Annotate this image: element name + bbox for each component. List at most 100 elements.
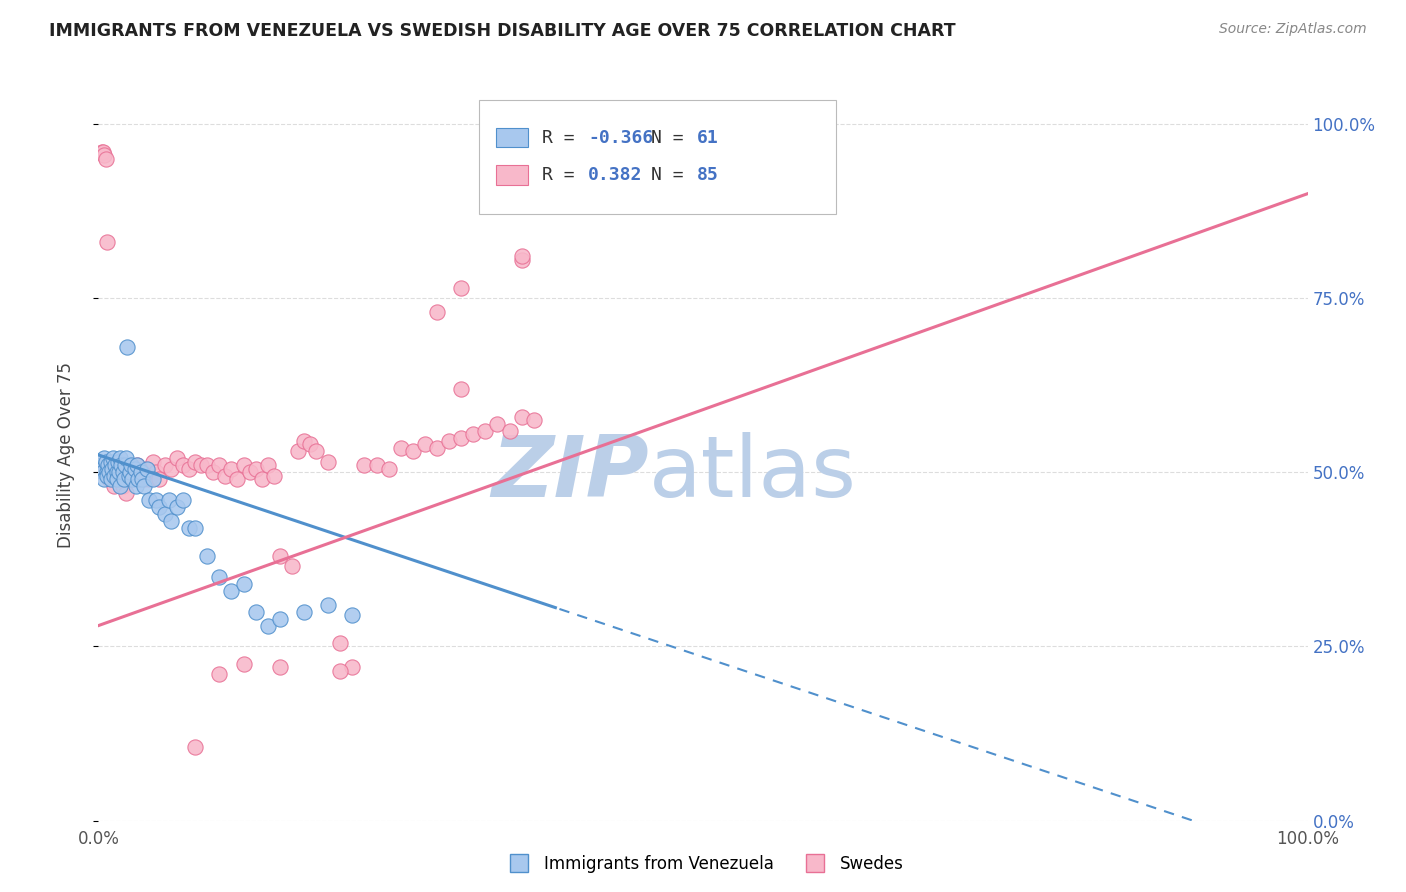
Point: [103, 468, 125, 483]
Y-axis label: Disability Age Over 75: Disability Age Over 75: [56, 362, 75, 548]
Point: [107, 472, 129, 486]
Text: atlas: atlas: [648, 432, 856, 515]
Point: [91, 466, 114, 480]
Point: [316, 455, 339, 469]
Point: [124, 472, 146, 486]
Text: 85: 85: [697, 166, 718, 184]
Point: [214, 468, 236, 483]
Point: [121, 466, 143, 480]
FancyBboxPatch shape: [496, 166, 527, 185]
Point: [105, 458, 128, 473]
Point: [105, 466, 128, 480]
Point: [510, 252, 533, 267]
Point: [239, 466, 262, 480]
Point: [450, 382, 472, 396]
Point: [208, 570, 231, 584]
Point: [426, 305, 449, 319]
Text: -0.366: -0.366: [588, 128, 654, 146]
Point: [179, 462, 201, 476]
Point: [112, 466, 135, 480]
Point: [100, 455, 122, 469]
Point: [111, 466, 134, 480]
Text: N =: N =: [651, 166, 695, 184]
Point: [160, 462, 183, 476]
Point: [437, 434, 460, 448]
Point: [124, 462, 146, 476]
Point: [115, 451, 138, 466]
Point: [94, 455, 117, 469]
Point: [292, 434, 315, 448]
Point: [157, 493, 180, 508]
Point: [190, 458, 212, 473]
Point: [108, 462, 131, 476]
Point: [131, 472, 153, 486]
Point: [98, 466, 121, 480]
Point: [110, 458, 132, 473]
Point: [263, 468, 285, 483]
Text: N =: N =: [651, 128, 695, 146]
Point: [105, 472, 128, 486]
Point: [93, 148, 115, 162]
Point: [195, 458, 218, 473]
Point: [184, 455, 207, 469]
Point: [195, 549, 218, 563]
Point: [184, 521, 207, 535]
Point: [112, 472, 135, 486]
Point: [118, 472, 141, 486]
Point: [110, 472, 132, 486]
Point: [450, 281, 472, 295]
Point: [97, 458, 120, 473]
Point: [463, 427, 485, 442]
Point: [108, 466, 131, 480]
Point: [103, 479, 125, 493]
Point: [256, 618, 278, 632]
Point: [172, 493, 194, 508]
Point: [127, 458, 149, 473]
Point: [172, 458, 194, 473]
Point: [135, 462, 157, 476]
Point: [101, 451, 124, 466]
Point: [402, 444, 425, 458]
Point: [142, 472, 165, 486]
Point: [121, 472, 143, 486]
Point: [250, 472, 273, 486]
Point: [510, 409, 533, 424]
Point: [138, 472, 160, 486]
Point: [94, 152, 117, 166]
Point: [305, 444, 328, 458]
Point: [377, 462, 399, 476]
Point: [107, 455, 129, 469]
Point: [269, 612, 291, 626]
Point: [166, 451, 188, 466]
Point: [269, 660, 291, 674]
Point: [145, 466, 167, 480]
Point: [316, 598, 339, 612]
Point: [129, 466, 152, 480]
Point: [202, 466, 225, 480]
Point: [221, 462, 243, 476]
Point: [91, 462, 114, 476]
Point: [299, 437, 322, 451]
Point: [118, 466, 141, 480]
Point: [208, 458, 231, 473]
Point: [166, 500, 188, 515]
Point: [101, 462, 124, 476]
Point: [245, 605, 267, 619]
Point: [96, 468, 118, 483]
Point: [104, 468, 127, 483]
Point: [510, 249, 533, 263]
Point: [115, 486, 138, 500]
Point: [96, 466, 118, 480]
Point: [98, 472, 121, 486]
Point: [329, 664, 352, 678]
Point: [389, 441, 412, 455]
Point: [100, 462, 122, 476]
Point: [148, 472, 170, 486]
Point: [108, 451, 131, 466]
Point: [93, 451, 115, 466]
Point: [474, 424, 496, 438]
FancyBboxPatch shape: [496, 128, 527, 147]
Text: R =: R =: [543, 128, 586, 146]
Point: [134, 472, 156, 486]
Point: [184, 740, 207, 755]
